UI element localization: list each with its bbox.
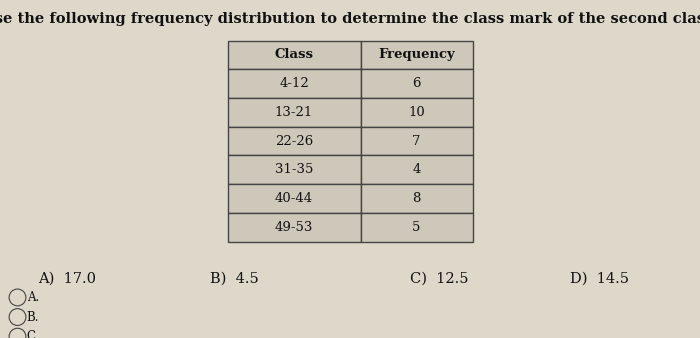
Text: 22-26: 22-26	[275, 135, 313, 148]
Text: 49-53: 49-53	[275, 221, 313, 234]
Bar	[360, 213, 472, 242]
Text: 13-21: 13-21	[275, 106, 313, 119]
Bar	[360, 41, 472, 69]
Bar	[228, 98, 360, 127]
Text: A.: A.	[27, 291, 38, 304]
Bar	[360, 69, 472, 98]
Text: 4: 4	[412, 163, 421, 176]
Bar	[228, 184, 360, 213]
Text: C.: C.	[27, 330, 39, 338]
Bar	[228, 213, 360, 242]
Bar	[360, 184, 472, 213]
Bar	[228, 69, 360, 98]
Text: 31-35: 31-35	[275, 163, 313, 176]
Text: Frequency: Frequency	[378, 48, 455, 62]
Text: 10: 10	[408, 106, 425, 119]
Text: B.: B.	[27, 311, 39, 323]
Bar	[228, 155, 360, 184]
Text: 6: 6	[412, 77, 421, 90]
Text: C)  12.5: C) 12.5	[410, 272, 468, 286]
Text: 8: 8	[412, 192, 421, 205]
Bar	[360, 98, 472, 127]
Text: Use the following frequency distribution to determine the class mark of the seco: Use the following frequency distribution…	[0, 12, 700, 26]
Text: 5: 5	[412, 221, 421, 234]
Text: Class: Class	[274, 48, 314, 62]
Text: 4-12: 4-12	[279, 77, 309, 90]
Bar	[228, 41, 360, 69]
Text: A)  17.0: A) 17.0	[38, 272, 97, 286]
Bar	[228, 127, 360, 155]
Bar	[360, 155, 472, 184]
Bar	[360, 127, 472, 155]
Text: 7: 7	[412, 135, 421, 148]
Text: 40-44: 40-44	[275, 192, 313, 205]
Text: D)  14.5: D) 14.5	[570, 272, 629, 286]
Text: B)  4.5: B) 4.5	[210, 272, 259, 286]
